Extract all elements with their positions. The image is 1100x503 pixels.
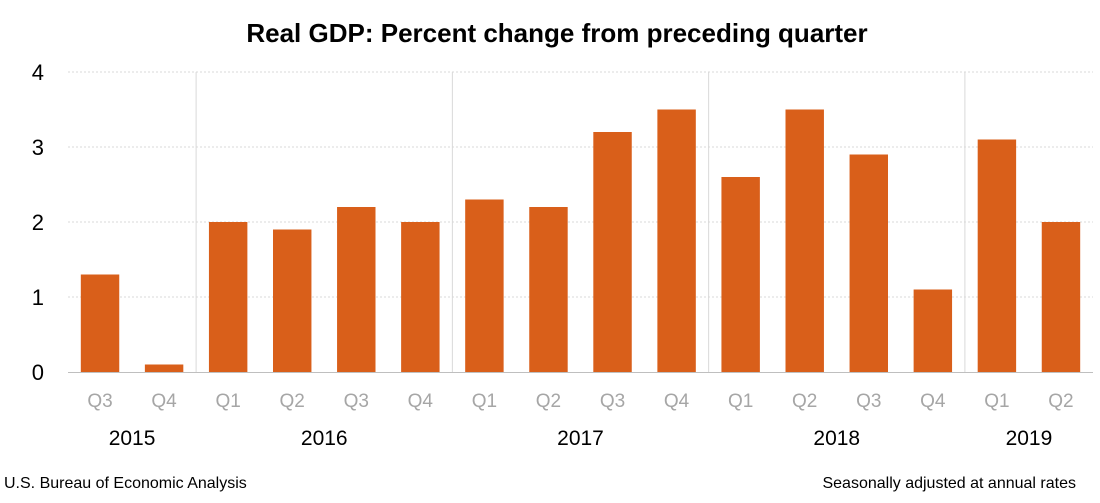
bar-q1-6 (465, 199, 504, 372)
year-tick-labels: 2015 2016 2017 2018 2019 (109, 427, 1053, 450)
year-label-2017: 2017 (557, 427, 604, 450)
chart-title: Real GDP: Percent change from preceding … (246, 18, 867, 48)
bar-q3-0 (80, 274, 120, 372)
bar-q3-8 (593, 132, 632, 372)
quarter-tick-label: Q2 (792, 391, 817, 412)
bar-q1-2 (208, 222, 248, 372)
source-note: U.S. Bureau of Economic Analysis (4, 475, 247, 492)
year-label-2018: 2018 (813, 427, 860, 450)
quarter-tick-label: Q1 (472, 391, 497, 412)
y-tick-label: 3 (32, 135, 44, 160)
year-label-2016: 2016 (301, 427, 348, 450)
y-tick-label: 2 (32, 210, 44, 235)
quarter-tick-label: Q3 (600, 391, 625, 412)
y-tick-label: 1 (32, 285, 44, 310)
bar-q2-15 (1041, 222, 1081, 372)
y-tick-label: 0 (32, 360, 44, 385)
year-label-2019: 2019 (1006, 427, 1053, 450)
bar-q4-9 (657, 109, 696, 372)
quarter-tick-label: Q1 (215, 391, 240, 412)
y-tick-label: 4 (32, 60, 44, 85)
quarter-tick-label: Q4 (408, 391, 434, 412)
bar-q4-5 (401, 222, 440, 372)
quarter-tick-label: Q3 (344, 391, 369, 412)
quarter-tick-label: Q3 (856, 391, 881, 412)
quarter-tick-label: Q1 (984, 391, 1009, 412)
quarter-tick-label: Q4 (920, 391, 946, 412)
bar-q4-1 (144, 364, 184, 372)
quarter-tick-label: Q3 (87, 391, 112, 412)
bar-q3-12 (849, 154, 888, 372)
year-separators (195, 72, 966, 372)
quarter-tick-label: Q1 (728, 391, 753, 412)
rate-note: Seasonally adjusted at annual rates (822, 475, 1076, 492)
bar-q1-10 (721, 177, 760, 372)
bar-q2-3 (273, 229, 312, 372)
quarter-tick-label: Q4 (151, 391, 177, 412)
year-label-2015: 2015 (109, 427, 156, 450)
bars (80, 109, 1081, 372)
bar-q1-14 (977, 139, 1017, 372)
gridlines (68, 71, 1093, 298)
quarter-tick-label: Q2 (1048, 391, 1073, 412)
bar-q2-7 (529, 207, 568, 372)
bar-q2-11 (785, 109, 824, 372)
bar-q4-13 (913, 289, 953, 372)
y-tick-labels: 0 1 2 3 4 (32, 60, 44, 385)
quarter-tick-label: Q4 (664, 391, 690, 412)
quarter-tick-labels: Q3 Q4 Q1 Q2 Q3 Q4 Q1 Q2 Q3 Q4 Q1 Q2 Q3 Q4 Q1 Q2 (87, 391, 1073, 412)
bar-q3-4 (337, 207, 376, 372)
quarter-tick-label: Q2 (280, 391, 305, 412)
quarter-tick-label: Q2 (536, 391, 561, 412)
